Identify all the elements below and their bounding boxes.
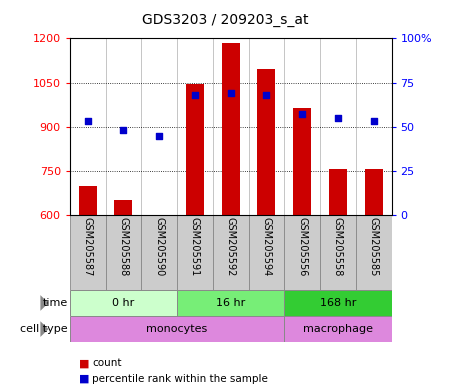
Bar — [70, 316, 284, 342]
Text: GDS3203 / 209203_s_at: GDS3203 / 209203_s_at — [142, 13, 308, 27]
Text: GSM205594: GSM205594 — [261, 217, 271, 276]
Bar — [105, 215, 141, 290]
Text: ■: ■ — [79, 358, 89, 368]
Text: percentile rank within the sample: percentile rank within the sample — [92, 374, 268, 384]
Text: ■: ■ — [79, 374, 89, 384]
Text: cell type: cell type — [20, 324, 68, 334]
Bar — [364, 169, 382, 215]
Text: GSM205590: GSM205590 — [154, 217, 164, 276]
Bar — [186, 84, 204, 215]
Text: GSM205558: GSM205558 — [333, 217, 343, 276]
Text: macrophage: macrophage — [303, 324, 373, 334]
Bar — [356, 215, 392, 290]
Point — [298, 111, 306, 118]
Bar — [248, 215, 284, 290]
Point — [84, 118, 91, 124]
Polygon shape — [40, 295, 49, 311]
Bar — [70, 290, 177, 316]
Bar — [329, 169, 347, 215]
Text: GSM205592: GSM205592 — [225, 217, 236, 276]
Polygon shape — [40, 321, 49, 337]
Bar — [257, 69, 275, 215]
Bar — [177, 215, 213, 290]
Point — [334, 115, 342, 121]
Bar — [222, 43, 239, 215]
Text: GSM205556: GSM205556 — [297, 217, 307, 276]
Text: 16 hr: 16 hr — [216, 298, 245, 308]
Text: 168 hr: 168 hr — [320, 298, 356, 308]
Bar — [284, 290, 392, 316]
Point — [227, 90, 234, 96]
Point — [191, 92, 198, 98]
Point — [370, 118, 377, 124]
Bar — [114, 200, 132, 215]
Text: GSM205588: GSM205588 — [118, 217, 128, 276]
Bar — [70, 215, 105, 290]
Bar — [284, 316, 392, 342]
Text: GSM205585: GSM205585 — [369, 217, 378, 276]
Text: GSM205591: GSM205591 — [190, 217, 200, 276]
Text: 0 hr: 0 hr — [112, 298, 135, 308]
Point — [263, 92, 270, 98]
Point — [156, 132, 163, 139]
Bar — [320, 215, 356, 290]
Point — [120, 127, 127, 133]
Text: time: time — [42, 298, 68, 308]
Bar — [213, 215, 248, 290]
Bar — [284, 215, 320, 290]
Bar — [293, 108, 311, 215]
Text: GSM205587: GSM205587 — [83, 217, 93, 276]
Bar — [177, 290, 284, 316]
Bar — [79, 185, 97, 215]
Text: monocytes: monocytes — [146, 324, 207, 334]
Bar — [141, 215, 177, 290]
Text: count: count — [92, 358, 122, 368]
